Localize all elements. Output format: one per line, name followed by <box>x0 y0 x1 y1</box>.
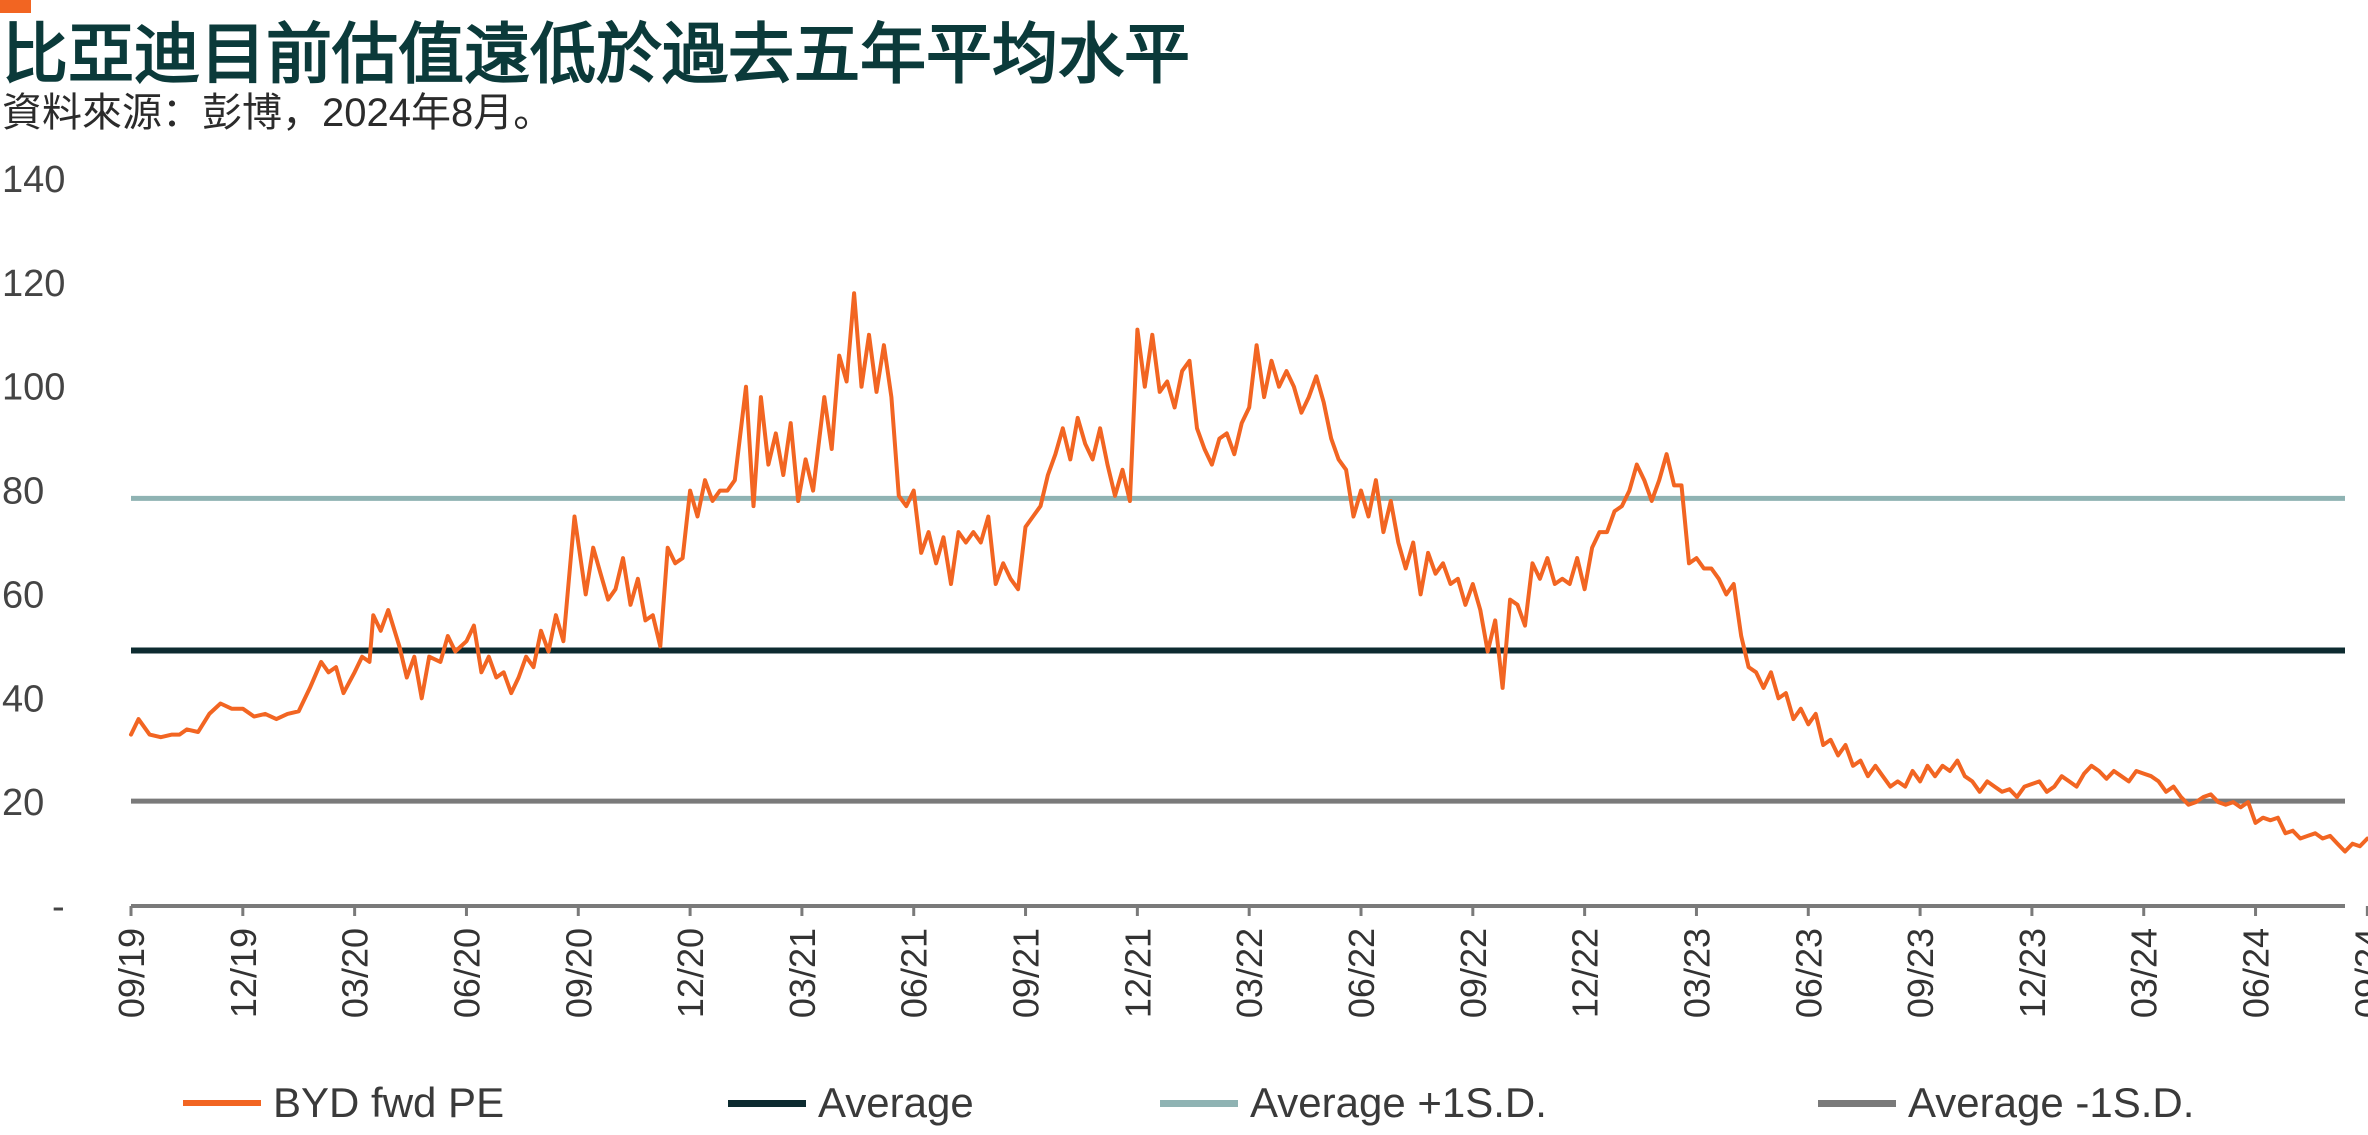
x-tick-label: 12/21 <box>1117 928 1158 1018</box>
legend-item-average-plus-sd: Average +1S.D. <box>1160 1075 1547 1131</box>
y-tick-label: 80 <box>2 471 44 513</box>
x-tick-label: 09/23 <box>1900 928 1941 1018</box>
x-tick-label: 12/19 <box>223 928 264 1018</box>
legend-item-average: Average <box>728 1075 974 1131</box>
x-tick-label: 06/21 <box>894 928 935 1018</box>
x-tick-label: 09/22 <box>1453 928 1494 1018</box>
y-axis-ticks: 140 120 100 80 60 40 20 - <box>2 159 65 928</box>
legend-label-average-plus-sd: Average +1S.D. <box>1250 1079 1547 1126</box>
x-tick-label: 03/22 <box>1229 928 1270 1018</box>
x-tick-label: 06/24 <box>2236 928 2277 1018</box>
y-tick-label: 120 <box>2 263 65 305</box>
y-tick-label: 40 <box>2 678 44 720</box>
x-tick-label: 09/21 <box>1006 928 1047 1018</box>
x-tick-label: 03/23 <box>1676 928 1717 1018</box>
x-tick-label: 03/24 <box>2124 928 2165 1018</box>
x-tick-label: 09/19 <box>111 928 152 1018</box>
y-tick-label: 60 <box>2 574 44 616</box>
x-tick-label: 03/20 <box>335 928 376 1018</box>
legend-label-byd-fwd-pe: BYD fwd PE <box>273 1079 505 1126</box>
x-axis-ticks: 09/19 12/19 03/20 06/20 09/20 12/20 03/21 06/21… <box>111 906 2368 1018</box>
accent-bar <box>0 0 31 13</box>
x-tick-label: 12/20 <box>670 928 711 1018</box>
chart-source: 資料來源：彭博，2024年8月。 <box>2 91 554 135</box>
legend-label-average-minus-sd: Average -1S.D. <box>1908 1079 2195 1126</box>
y-tick-label: - <box>52 886 65 928</box>
series-group <box>129 291 2368 854</box>
y-tick-label: 100 <box>2 367 65 409</box>
chart-title: 比亞迪目前估值遠低於過去五年平均水平 <box>2 17 1190 91</box>
y-tick-label: 20 <box>2 782 44 824</box>
x-tick-label: 12/22 <box>1565 928 1606 1018</box>
legend-swatch-average-plus-sd <box>1160 1099 1238 1107</box>
x-tick-label: 06/23 <box>1788 928 1829 1018</box>
x-tick-label: 09/24 <box>2347 928 2368 1018</box>
x-tick-label: 09/20 <box>558 928 599 1018</box>
x-tick-label: 06/20 <box>446 928 487 1018</box>
legend-item-average-minus-sd: Average -1S.D. <box>1818 1075 2194 1131</box>
x-tick-label: 12/23 <box>2012 928 2053 1018</box>
legend-item-byd-fwd-pe: BYD fwd PE <box>183 1075 504 1131</box>
x-tick-label: 03/21 <box>782 928 823 1018</box>
series-line-byd-fwd-pe <box>129 291 2368 854</box>
legend-swatch-average <box>728 1099 806 1107</box>
reference-lines <box>131 495 2345 804</box>
legend-swatch-byd-fwd-pe <box>183 1100 261 1106</box>
x-tick-label: 06/22 <box>1341 928 1382 1018</box>
legend: BYD fwd PE Average Average +1S.D. Averag… <box>0 1075 2368 1135</box>
y-tick-label: 140 <box>2 159 65 201</box>
legend-label-average: Average <box>818 1079 974 1126</box>
legend-swatch-average-minus-sd <box>1818 1099 1896 1107</box>
